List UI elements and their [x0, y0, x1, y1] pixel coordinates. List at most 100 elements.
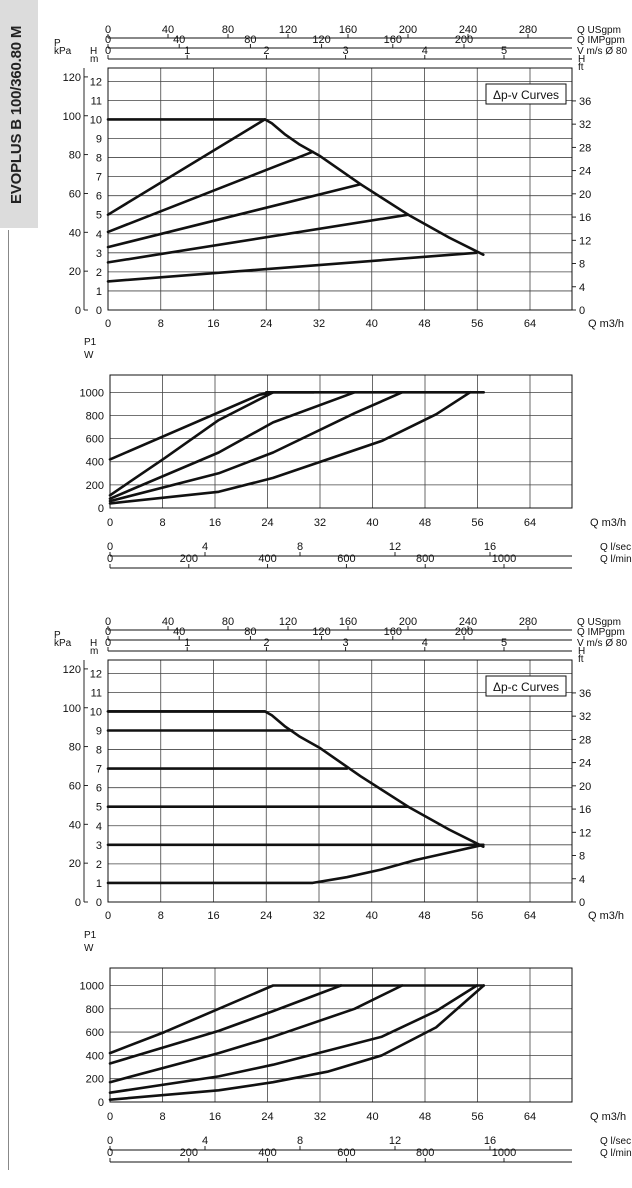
pc-power-x-tick-label: 24	[261, 1111, 273, 1123]
pc-power-lmin-tick-label: 1000	[492, 1147, 516, 1159]
pc-head-ft-axis-label: H	[578, 646, 585, 657]
pv-head-impgpm-tick-label: 200	[455, 34, 473, 46]
pv-power-x-tick-label: 16	[209, 517, 221, 529]
pv-head-m-tick-label: 5	[96, 210, 102, 222]
pv-head-ft-tick-label: 16	[579, 212, 591, 224]
pv-head-series-3	[106, 182, 362, 249]
pc-head-impgpm-tick-label: 0	[105, 626, 111, 638]
side-tab	[0, 0, 38, 228]
pv-head-impgpm-tick-label: 80	[244, 34, 256, 46]
pv-power-series-4	[108, 391, 404, 503]
pv-power-lmin-axis-label: Q l/min	[600, 554, 632, 565]
pv-power-series-5	[108, 391, 472, 505]
pv-head-ft-tick-label: 32	[579, 119, 591, 131]
pv-head-velocity-tick-label: 2	[263, 45, 269, 57]
pc-power-y-axis-label: W	[84, 943, 94, 954]
pc-head-velocity-tick-label: 5	[501, 637, 507, 649]
pc-head-velocity-tick-label: 4	[422, 637, 428, 649]
pv-head-usgpm-tick-label: 240	[459, 24, 477, 36]
pv-power-x-tick-label: 64	[524, 517, 536, 529]
pv-power-lsec-tick-label: 0	[107, 541, 113, 553]
pv-head-ft-axis-label: ft	[578, 62, 584, 73]
pc-head-ft-tick-label: 24	[579, 758, 591, 770]
pv-power-x-axis-label: Q m3/h	[590, 517, 626, 529]
pc-head-velocity-tick-label: 0	[105, 637, 111, 649]
pv-head-usgpm-axis-label: Q USgpm	[577, 25, 621, 36]
pv-head-m-tick-label: 4	[96, 229, 102, 241]
pc-head-series-7	[106, 710, 485, 848]
pv-power-y-tick-label: 600	[86, 434, 104, 446]
pv-head-usgpm-tick-label: 160	[339, 24, 357, 36]
pv-power-lmin-tick-label: 0	[107, 553, 113, 565]
pc-power-x-tick-label: 0	[107, 1111, 113, 1123]
pv-head-usgpm-tick-label: 0	[105, 24, 111, 36]
pc-power-x-axis-label: Q m3/h	[590, 1111, 626, 1123]
pc-head-usgpm-tick-label: 280	[519, 616, 537, 628]
pc-power-x-tick-label: 40	[366, 1111, 378, 1123]
pv-power-y-axis-label: W	[84, 350, 94, 361]
pc-head-x-tick-label: 56	[471, 910, 483, 922]
pc-head-impgpm-tick-label: 120	[312, 626, 330, 638]
pv-head-impgpm-tick-label: 0	[105, 34, 111, 46]
pc-head-m-tick-label: 10	[90, 706, 102, 718]
pc-head-impgpm-tick-label: 200	[455, 626, 473, 638]
pv-head-usgpm-tick-label: 280	[519, 24, 537, 36]
pc-power-series-3	[108, 984, 404, 1084]
pv-head-ft-tick-label: 0	[579, 305, 585, 317]
pc-head-m-tick-label: 3	[96, 840, 102, 852]
pv-power-y-tick-label: 0	[98, 503, 104, 515]
pc-head-impgpm-axis-label: Q IMPgpm	[577, 627, 625, 638]
pc-head-m-tick-label: 8	[96, 745, 102, 757]
pc-head-kpa-tick-label: 20	[69, 858, 81, 870]
pc-head-kpa-tick-label: 100	[63, 703, 81, 715]
pv-power-x-tick-label: 32	[314, 517, 326, 529]
pv-power-x-tick-label: 8	[159, 517, 165, 529]
pv-power-lmin-tick-label: 1000	[492, 553, 516, 565]
pv-power-series-1	[108, 391, 275, 461]
pc-head-velocity-tick-label: 1	[184, 637, 190, 649]
pv-head-series-4	[106, 213, 410, 264]
pc-power-y-axis-label: P1	[84, 930, 97, 941]
pc-head-ft-tick-label: 16	[579, 804, 591, 816]
pc-power-x-tick-label: 32	[314, 1111, 326, 1123]
pv-head-m-axis-label: H	[90, 46, 97, 57]
pc-head-m-tick-label: 12	[90, 668, 102, 680]
pv-power-y-axis-label: P1	[84, 337, 97, 348]
pc-head-usgpm-tick-label: 120	[279, 616, 297, 628]
pc-head-kpa-axis-label: P	[54, 630, 61, 641]
pv-head-m-tick-label: 6	[96, 191, 102, 203]
pc-head-usgpm-tick-label: 200	[399, 616, 417, 628]
pv-head-velocity-tick-label: 1	[184, 45, 190, 57]
pc-power-lmin-axis-label: Q l/min	[600, 1148, 632, 1159]
pc-power-x-tick-label: 16	[209, 1111, 221, 1123]
pc-head-x-tick-label: 24	[260, 910, 272, 922]
pc-head-usgpm-tick-label: 240	[459, 616, 477, 628]
pv-head-velocity-axis-label: V m/s Ø 80	[577, 46, 627, 57]
pv-head-ft-tick-label: 28	[579, 142, 591, 154]
pc-power-series-4	[108, 984, 479, 1094]
pv-power-lsec-tick-label: 12	[389, 541, 401, 553]
pv-head-kpa-tick-label: 0	[75, 305, 81, 317]
pv-head-ft-tick-label: 12	[579, 235, 591, 247]
pc-head-x-tick-label: 8	[158, 910, 164, 922]
pv-power-y-tick-label: 1000	[80, 387, 104, 399]
pc-head-m-tick-label: 5	[96, 802, 102, 814]
pc-power-series-2	[108, 984, 343, 1065]
pv-head-m-tick-label: 1	[96, 286, 102, 298]
pc-head-x-tick-label: 32	[313, 910, 325, 922]
pc-head-frame	[107, 659, 573, 903]
pv-head-m-tick-label: 7	[96, 172, 102, 184]
pv-power-lmin-tick-label: 800	[416, 553, 434, 565]
pc-head-x-tick-label: 64	[524, 910, 536, 922]
pc-head-kpa-tick-label: 60	[69, 780, 81, 792]
pv-head-kpa-tick-label: 100	[63, 111, 81, 123]
pc-head-ft-tick-label: 20	[579, 781, 591, 793]
pv-head-impgpm-tick-label: 160	[384, 34, 402, 46]
pc-head-title: Δp-c Curves	[493, 680, 559, 694]
pc-power-y-tick-label: 200	[86, 1074, 104, 1086]
pc-head-impgpm-tick-label: 160	[384, 626, 402, 638]
pv-head-velocity-tick-label: 0	[105, 45, 111, 57]
pc-power-x-tick-label: 64	[524, 1111, 536, 1123]
pv-head-x-tick-label: 56	[471, 318, 483, 330]
